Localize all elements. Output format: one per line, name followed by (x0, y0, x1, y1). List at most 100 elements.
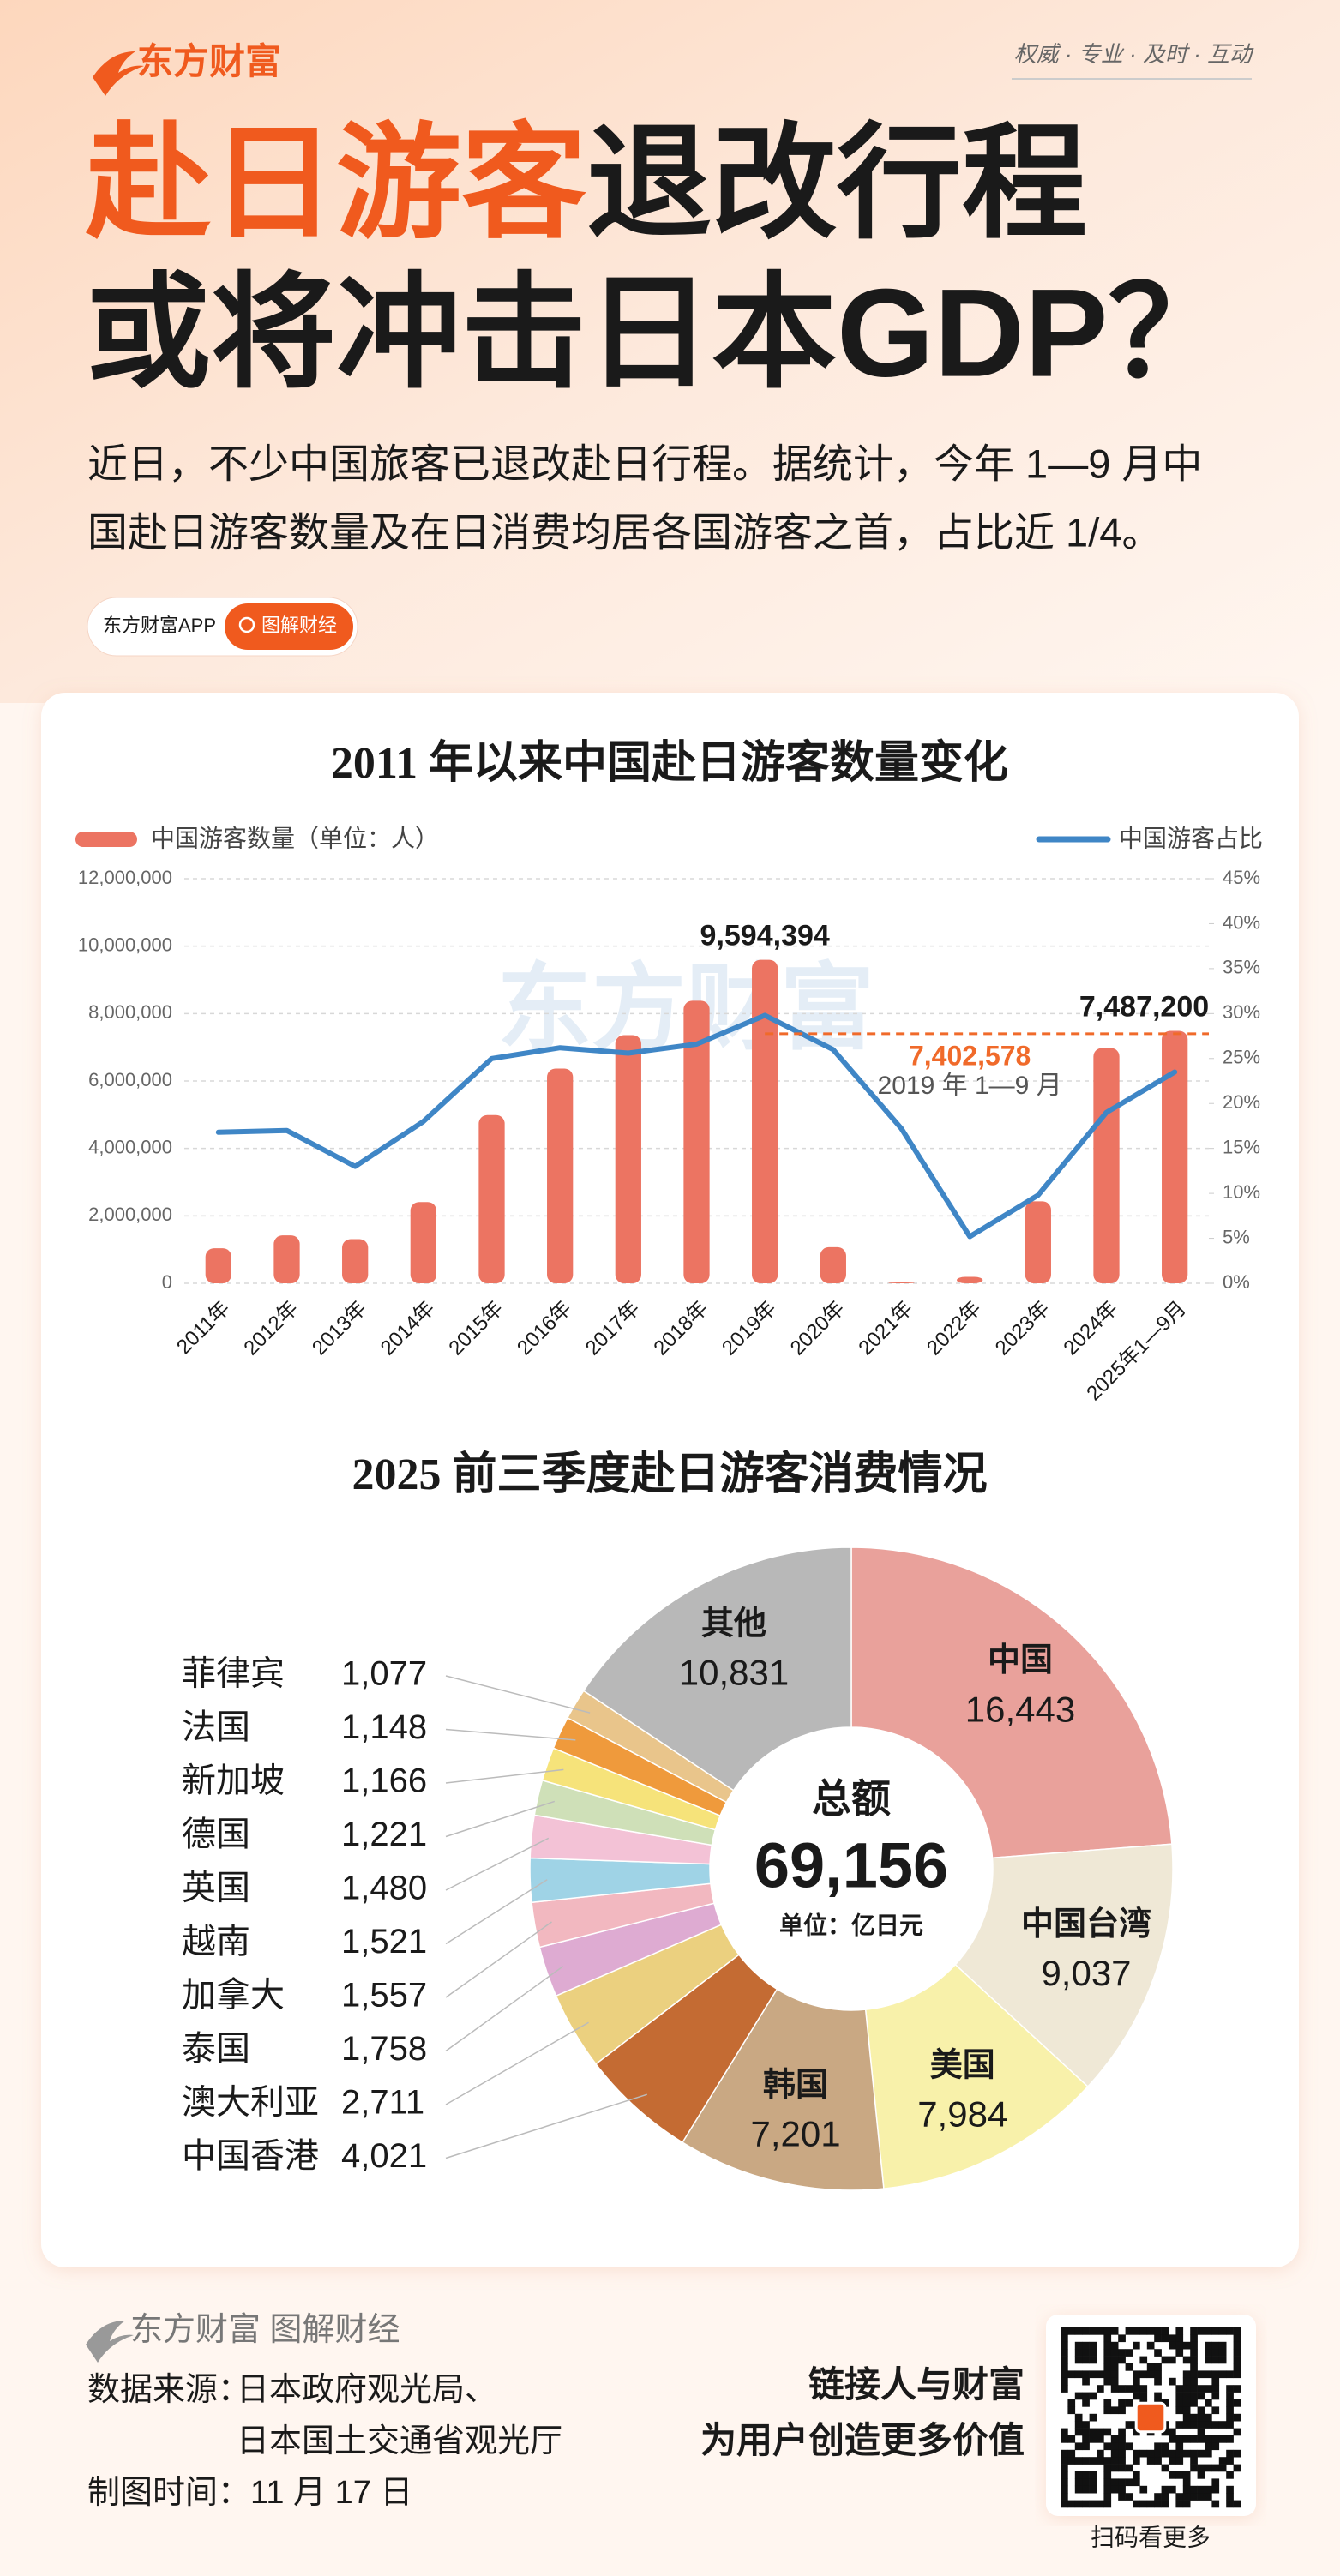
qr-caption: 扫码看更多 (1091, 2524, 1211, 2550)
qr-module (1146, 2341, 1155, 2350)
qr-module (1082, 2349, 1090, 2357)
y2-tick-label: 30% (1223, 1001, 1260, 1023)
slice-value: 9,037 (1041, 1953, 1131, 1993)
qr-module (1154, 2392, 1162, 2400)
slice-value: 10,831 (679, 1652, 789, 1692)
qr-module (1118, 2399, 1126, 2407)
qr-module (1097, 2457, 1104, 2465)
qr-module (1226, 2421, 1234, 2429)
qr-module (1103, 2363, 1112, 2371)
qr-module (1218, 2349, 1227, 2357)
bar (820, 1246, 846, 1283)
qr-code[interactable] (1061, 2327, 1241, 2508)
qr-module (1118, 2428, 1126, 2436)
qr-module (1074, 2370, 1083, 2379)
qr-module (1133, 2471, 1140, 2479)
intro-line: 近日，不少中国旅客已退改赴日行程。据统计，今年 1—9 月中 (87, 441, 1202, 486)
qr-module (1233, 2327, 1241, 2335)
qr-module (1190, 2363, 1198, 2371)
qr-module (1097, 2385, 1104, 2393)
qr-module (1125, 2349, 1133, 2357)
y-tick-label: 8,000,000 (88, 1001, 172, 1023)
qr-module (1125, 2478, 1133, 2487)
qr-module (1082, 2471, 1090, 2479)
chart-title: 2025 前三季度赴日游客消费情况 (352, 1450, 987, 1499)
qr-module (1103, 2471, 1112, 2479)
title-line-2: 或将冲击日本GDP？ (86, 263, 1233, 403)
qr-module (1103, 2327, 1112, 2335)
qr-module (1205, 2449, 1212, 2458)
donut-slice (681, 1988, 885, 2191)
qr-module (1074, 2392, 1083, 2400)
date: 制图时间：11 月 17 日 (87, 2475, 412, 2511)
qr-module (1169, 2428, 1176, 2436)
leader-line (445, 1879, 548, 1945)
tag-label[interactable]: 图解财经 (261, 615, 337, 636)
y-tick-label: 6,000,000 (88, 1069, 172, 1090)
qr-module (1074, 2341, 1083, 2350)
qr-module (1182, 2399, 1191, 2407)
qr-module (1218, 2370, 1227, 2379)
qr-module (1061, 2327, 1068, 2335)
list-value: 1,166 (341, 1762, 427, 1800)
y2-tick-label: 40% (1223, 911, 1260, 933)
qr-module (1097, 2370, 1104, 2379)
qr-module (1169, 2471, 1176, 2479)
list-name: 新加坡 (182, 1762, 285, 1800)
list-value: 1,480 (341, 1870, 427, 1907)
qr-module (1067, 2406, 1076, 2415)
qr-module (1175, 2435, 1184, 2443)
qr-module (1061, 2457, 1068, 2465)
qr-module (1161, 2399, 1169, 2407)
qr-module (1169, 2356, 1176, 2364)
qr-module (1233, 2449, 1241, 2458)
qr-module (1118, 2485, 1126, 2494)
qr-module (1139, 2370, 1148, 2379)
qr-module (1175, 2327, 1184, 2335)
qr-module (1205, 2464, 1212, 2472)
tag-label-bg[interactable] (225, 603, 353, 650)
bar (615, 1035, 641, 1283)
bar (342, 1239, 369, 1283)
qr-module (1089, 2341, 1097, 2350)
bar (205, 1248, 231, 1283)
donut-slice (850, 1546, 1173, 1859)
qr-module (1089, 2370, 1097, 2379)
bar (888, 1282, 915, 1283)
qr-module (1074, 2349, 1083, 2357)
qr-module (1154, 2349, 1162, 2357)
qr-module (1103, 2478, 1112, 2487)
qr-module (1211, 2370, 1220, 2379)
qr-module (1226, 2392, 1234, 2400)
qr-module (1205, 2493, 1212, 2501)
qr-module (1133, 2392, 1140, 2400)
qr-module (1125, 2421, 1133, 2429)
qr-module (1218, 2341, 1227, 2350)
qr-module (1061, 2341, 1068, 2350)
qr-module (1110, 2435, 1119, 2443)
donut-slice (582, 1546, 852, 1792)
qr-module (1103, 2349, 1112, 2357)
qr-module (1082, 2428, 1090, 2436)
qr-module (1197, 2428, 1205, 2436)
qr-module (1139, 2449, 1148, 2458)
qr-module (1074, 2428, 1083, 2436)
qr-module (1110, 2457, 1119, 2465)
qr-module (1089, 2435, 1097, 2443)
qr-module (1154, 2377, 1162, 2386)
y2-tick-label: 45% (1223, 867, 1260, 888)
data-label: 9,594,394 (700, 920, 830, 952)
qr-module (1182, 2485, 1191, 2494)
qr-module (1197, 2464, 1205, 2472)
qr-module (1103, 2370, 1112, 2379)
y2-tick-label: 5% (1223, 1226, 1250, 1247)
qr-module (1154, 2457, 1162, 2465)
qr-module (1061, 2449, 1068, 2458)
qr-module (1118, 2349, 1126, 2357)
footer-brand: 东方财富 图解财经 (130, 2312, 400, 2348)
y2-tick-label: 10% (1223, 1181, 1260, 1203)
bar (410, 1202, 436, 1283)
list-name: 德国 (182, 1816, 250, 1853)
logo: 东方财富 (137, 41, 281, 81)
qr-module (1125, 2464, 1133, 2472)
